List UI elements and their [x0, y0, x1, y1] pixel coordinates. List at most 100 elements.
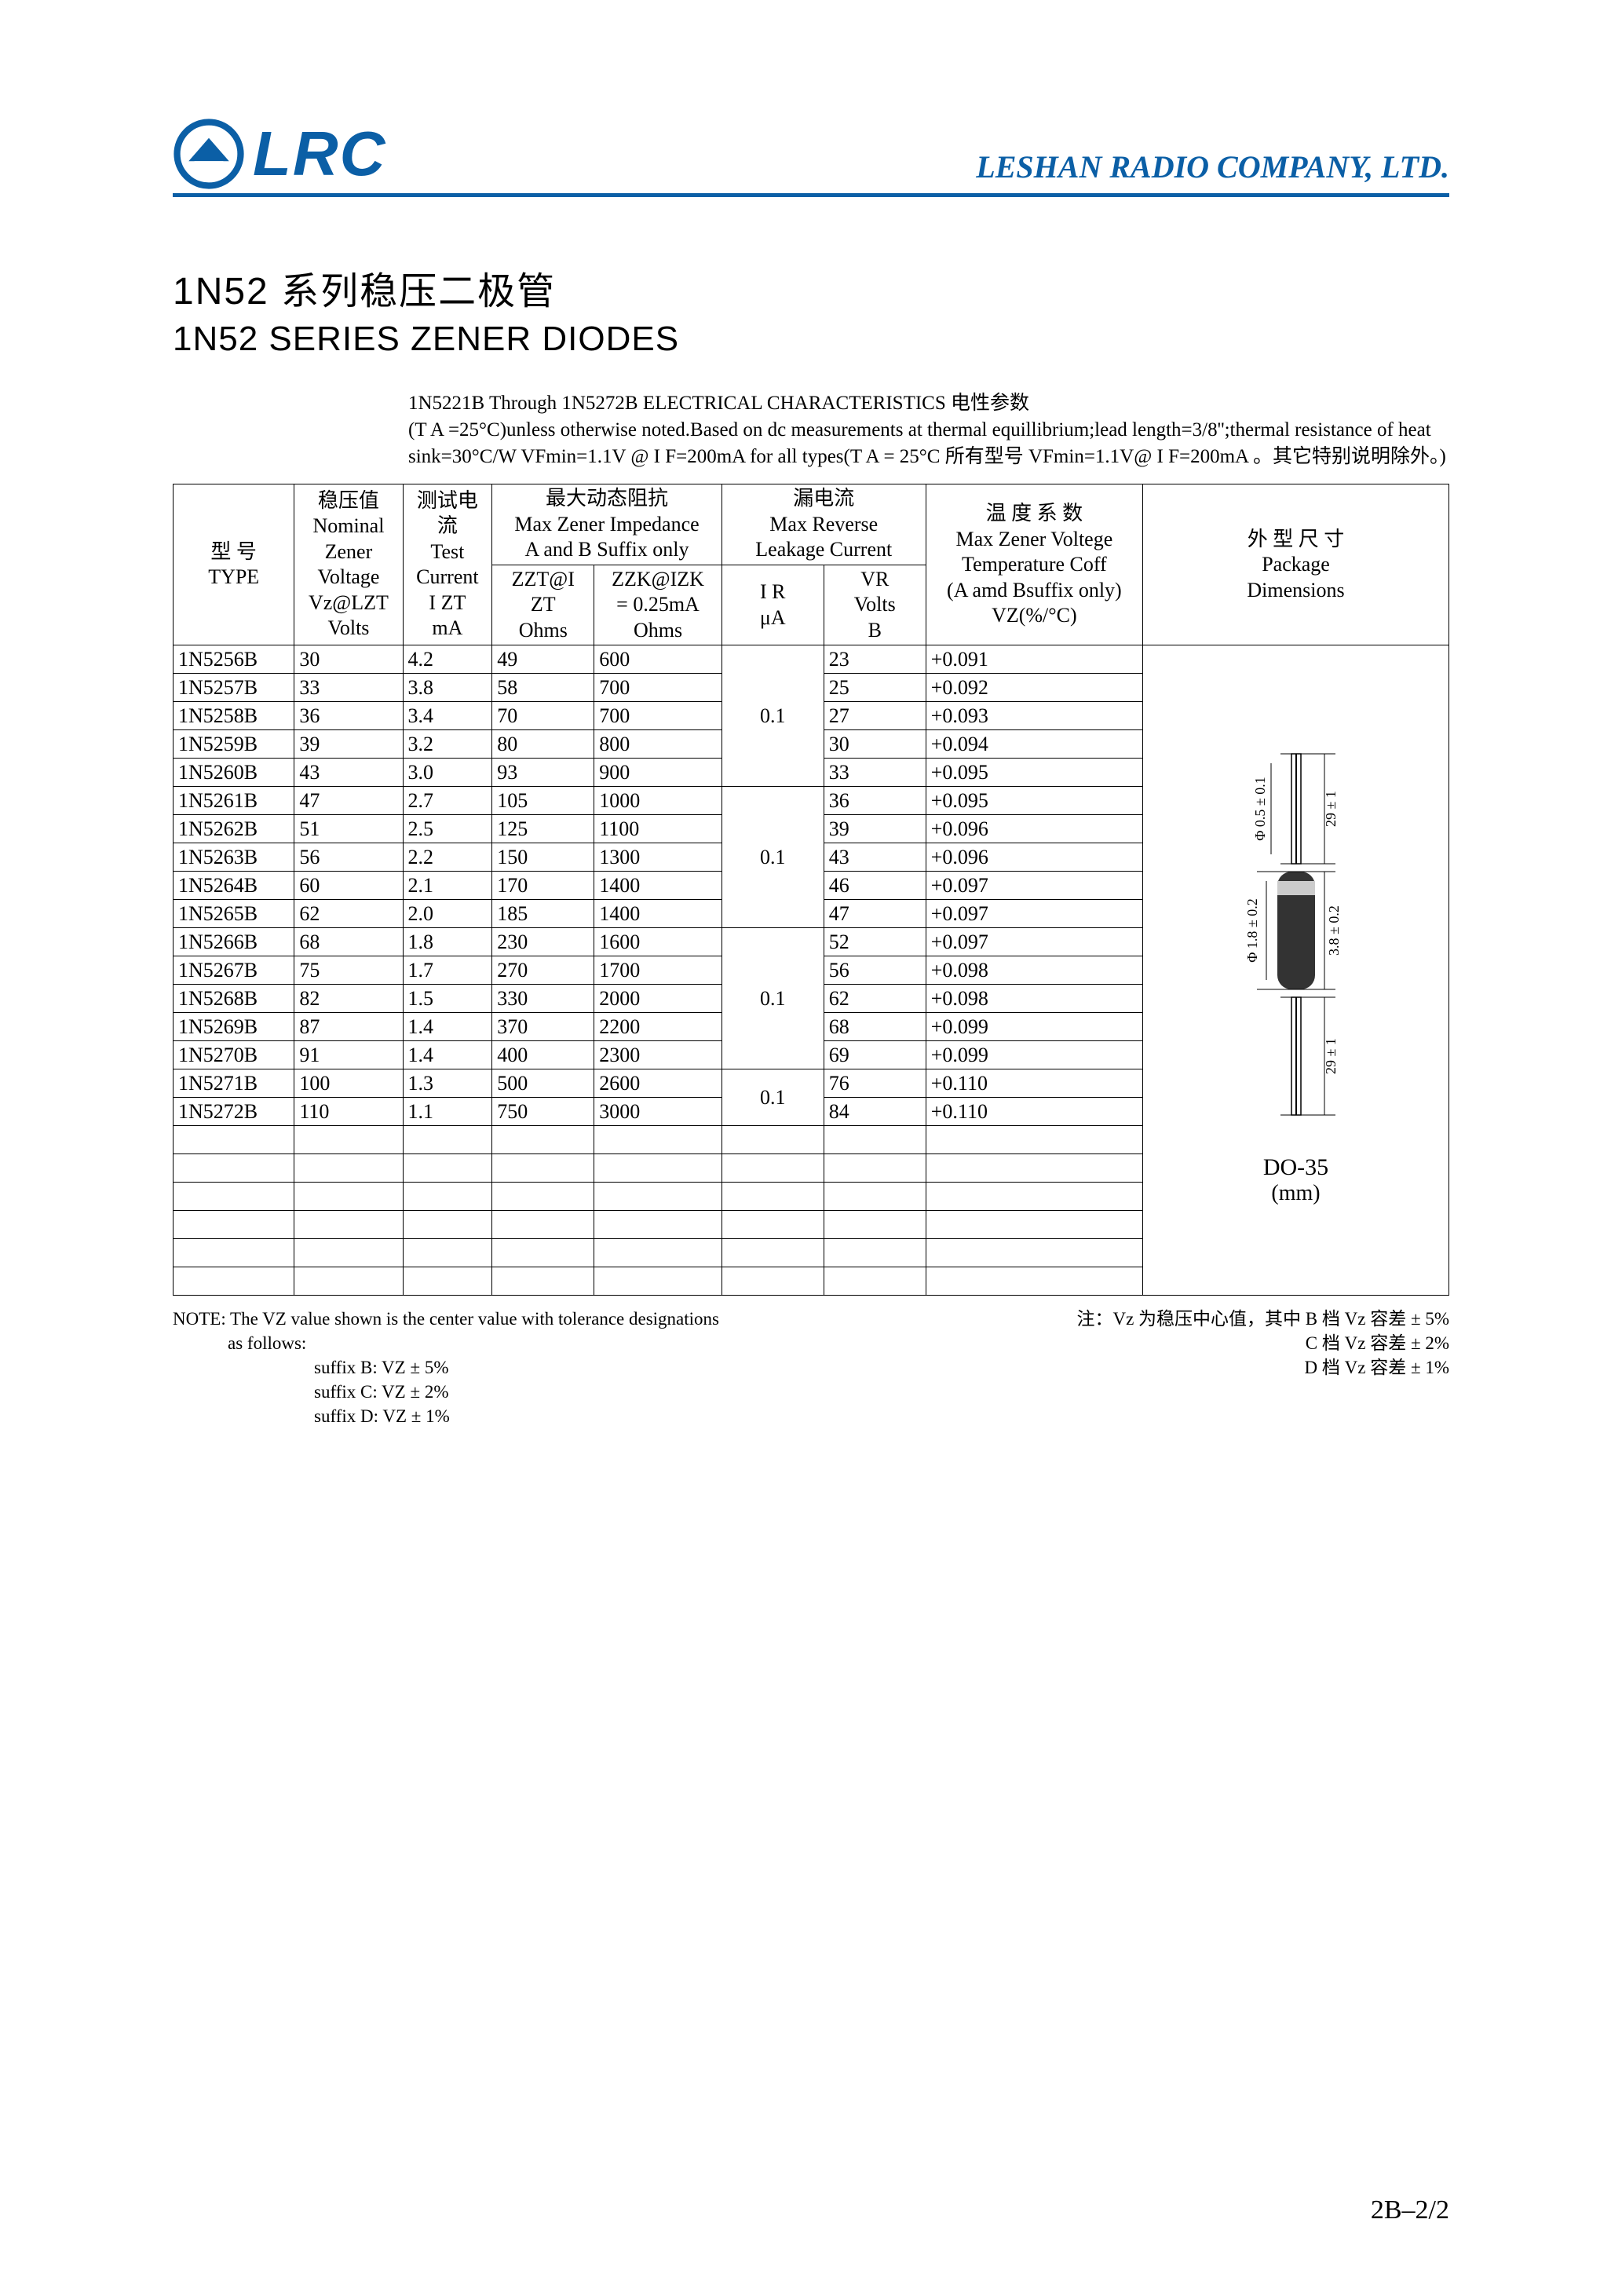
- cell-type: 1N5259B: [174, 730, 294, 759]
- cell-zzt: 150: [492, 843, 594, 872]
- cell-type: 1N5263B: [174, 843, 294, 872]
- cell-zzt: 93: [492, 759, 594, 787]
- hdr-type: 型 号 TYPE: [174, 484, 294, 645]
- cell-izt: 1.4: [403, 1013, 492, 1041]
- cell-temp: +0.094: [926, 730, 1142, 759]
- cell-zzt: 370: [492, 1013, 594, 1041]
- hdr-pkg: 外 型 尺 寸 Package Dimensions: [1143, 484, 1449, 645]
- cell-vz: 56: [294, 843, 403, 872]
- cell-izt: 3.8: [403, 674, 492, 702]
- cell-zzt: 400: [492, 1041, 594, 1069]
- cell-zzk: 2600: [594, 1069, 722, 1098]
- cell-temp: +0.092: [926, 674, 1142, 702]
- cell-vz: 75: [294, 956, 403, 985]
- cell-zzk: 2000: [594, 985, 722, 1013]
- cell-zzk: 700: [594, 674, 722, 702]
- cell-izt: 3.0: [403, 759, 492, 787]
- table-row: 1N5256B304.2496000.123+0.091 Φ 0.5 ± 0.1…: [174, 645, 1449, 674]
- cell-temp: +0.095: [926, 759, 1142, 787]
- cell-izt: 3.4: [403, 702, 492, 730]
- subinfo-line-2: (T A =25°C)unless otherwise noted.Based …: [408, 417, 1449, 444]
- cell-zzk: 900: [594, 759, 722, 787]
- logo-icon: [173, 118, 245, 190]
- cell-zzk: 2300: [594, 1041, 722, 1069]
- cell-temp: +0.097: [926, 900, 1142, 928]
- cell-vz: 68: [294, 928, 403, 956]
- cell-vr: 33: [824, 759, 926, 787]
- cell-zzk: 700: [594, 702, 722, 730]
- cell-izt: 1.8: [403, 928, 492, 956]
- cell-izt: 2.2: [403, 843, 492, 872]
- cell-zzk: 1300: [594, 843, 722, 872]
- cell-vz: 43: [294, 759, 403, 787]
- cell-vr: 47: [824, 900, 926, 928]
- cell-zzt: 49: [492, 645, 594, 674]
- cell-zzt: 750: [492, 1098, 594, 1126]
- cell-zzk: 3000: [594, 1098, 722, 1126]
- title-en: 1N52 SERIES ZENER DIODES: [173, 320, 1449, 359]
- cell-izt: 1.4: [403, 1041, 492, 1069]
- cell-vr: 25: [824, 674, 926, 702]
- sub-info: 1N5221B Through 1N5272B ELECTRICAL CHARA…: [408, 390, 1449, 470]
- cell-izt: 1.1: [403, 1098, 492, 1126]
- cell-temp: +0.095: [926, 787, 1142, 815]
- cell-ir: 0.1: [721, 928, 824, 1069]
- hdr-vr: VR Volts B: [824, 565, 926, 645]
- cell-temp: +0.093: [926, 702, 1142, 730]
- characteristics-table: 型 号 TYPE 稳压值 Nominal Zener Voltage Vz@LZ…: [173, 484, 1449, 1296]
- logo-text: LRC: [253, 118, 386, 190]
- hdr-zzt: ZZT@I ZT Ohms: [492, 565, 594, 645]
- cell-temp: +0.098: [926, 956, 1142, 985]
- table-head: 型 号 TYPE 稳压值 Nominal Zener Voltage Vz@LZ…: [174, 484, 1449, 645]
- package-diagram: Φ 0.5 ± 0.1 29 ± 1 Φ 1.8 ± 0.2 3.8 ± 0.2…: [1178, 738, 1414, 1146]
- cell-zzt: 105: [492, 787, 594, 815]
- cell-vz: 36: [294, 702, 403, 730]
- cell-ir: 0.1: [721, 1069, 824, 1126]
- cell-izt: 1.3: [403, 1069, 492, 1098]
- cell-vz: 30: [294, 645, 403, 674]
- cell-zzt: 80: [492, 730, 594, 759]
- cell-izt: 2.1: [403, 872, 492, 900]
- cell-type: 1N5256B: [174, 645, 294, 674]
- cell-temp: +0.097: [926, 872, 1142, 900]
- cell-vr: 30: [824, 730, 926, 759]
- cell-temp: +0.110: [926, 1069, 1142, 1098]
- title-block: 1N52 系列稳压二极管 1N52 SERIES ZENER DIODES: [173, 260, 1449, 359]
- cell-type: 1N5266B: [174, 928, 294, 956]
- cell-zzk: 600: [594, 645, 722, 674]
- cell-vr: 76: [824, 1069, 926, 1098]
- cell-zzt: 185: [492, 900, 594, 928]
- company-name: LESHAN RADIO COMPANY, LTD.: [976, 148, 1449, 190]
- cell-type: 1N5265B: [174, 900, 294, 928]
- cell-type: 1N5268B: [174, 985, 294, 1013]
- cell-type: 1N5272B: [174, 1098, 294, 1126]
- cell-vr: 43: [824, 843, 926, 872]
- cell-temp: +0.091: [926, 645, 1142, 674]
- cell-zzt: 500: [492, 1069, 594, 1098]
- svg-text:29 ± 1: 29 ± 1: [1323, 1038, 1339, 1074]
- cell-vr: 27: [824, 702, 926, 730]
- package-code: DO-35: [1263, 1154, 1328, 1181]
- cell-zzt: 70: [492, 702, 594, 730]
- cell-vr: 68: [824, 1013, 926, 1041]
- hdr-temp: 温 度 系 数 Max Zener Voltege Temperature Co…: [926, 484, 1142, 645]
- notes: NOTE: The VZ value shown is the center v…: [173, 1307, 1449, 1428]
- cell-zzk: 1400: [594, 900, 722, 928]
- package-unit: (mm): [1271, 1181, 1320, 1206]
- brand-logo: LRC: [173, 118, 386, 190]
- note-l1: NOTE: The VZ value shown is the center v…: [173, 1307, 719, 1331]
- cell-zzk: 1400: [594, 872, 722, 900]
- cell-vr: 69: [824, 1041, 926, 1069]
- cell-vz: 91: [294, 1041, 403, 1069]
- cell-temp: +0.097: [926, 928, 1142, 956]
- cell-zzt: 125: [492, 815, 594, 843]
- cell-zzk: 800: [594, 730, 722, 759]
- cell-type: 1N5258B: [174, 702, 294, 730]
- cell-zzk: 1100: [594, 815, 722, 843]
- cell-izt: 2.5: [403, 815, 492, 843]
- cell-type: 1N5257B: [174, 674, 294, 702]
- cell-type: 1N5262B: [174, 815, 294, 843]
- hdr-vz: 稳压值 Nominal Zener Voltage Vz@LZT Volts: [294, 484, 403, 645]
- notes-left: NOTE: The VZ value shown is the center v…: [173, 1307, 719, 1428]
- cell-zzt: 58: [492, 674, 594, 702]
